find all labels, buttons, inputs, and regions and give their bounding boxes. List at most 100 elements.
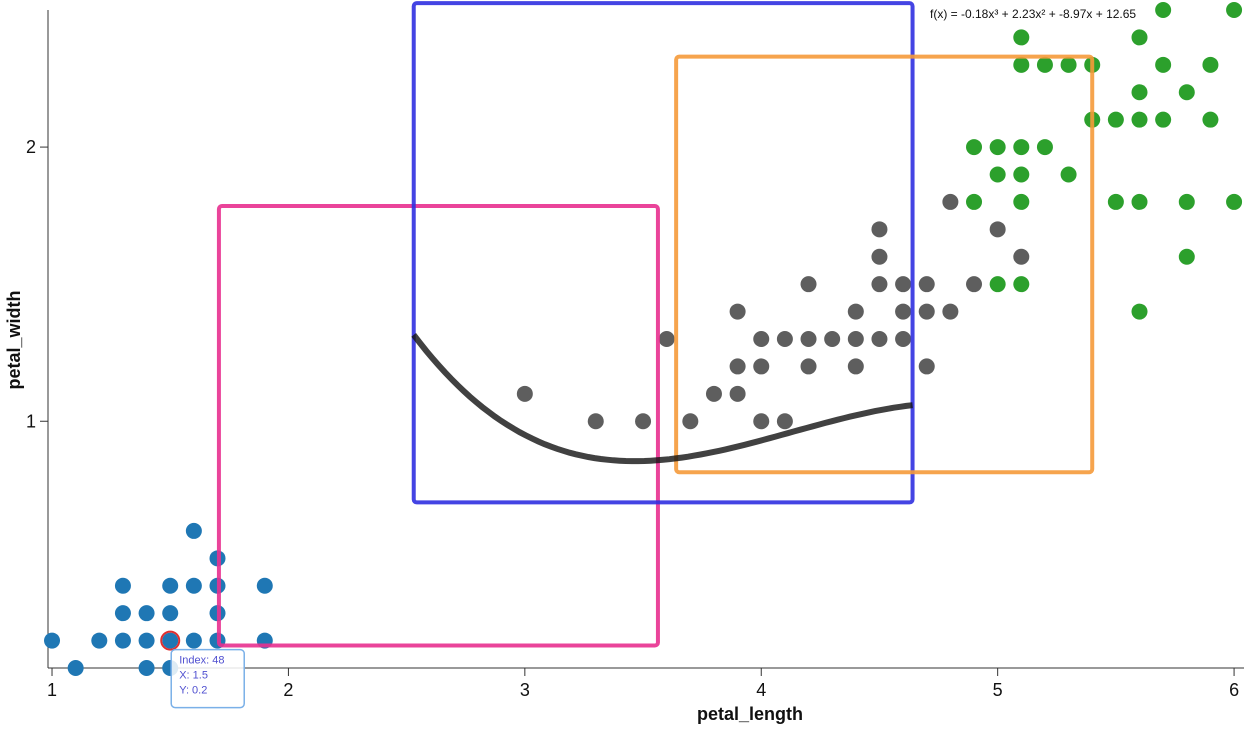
tooltip-box	[170, 648, 245, 709]
point	[1202, 111, 1219, 128]
point	[1013, 166, 1030, 183]
point	[753, 413, 770, 430]
point	[138, 660, 155, 676]
point	[871, 221, 888, 238]
point	[44, 632, 61, 649]
x-axis-label: petal_length	[697, 704, 803, 724]
point	[847, 303, 864, 320]
point	[91, 632, 108, 649]
point	[847, 331, 864, 347]
point	[1155, 111, 1172, 128]
point	[871, 276, 888, 293]
point	[776, 331, 793, 347]
selection-box	[411, 1, 915, 505]
point	[729, 358, 746, 375]
point	[1178, 84, 1195, 101]
point	[1013, 56, 1030, 73]
point	[256, 577, 273, 594]
point	[1155, 56, 1172, 73]
point	[800, 276, 817, 293]
point	[776, 413, 793, 430]
point	[942, 193, 959, 210]
point	[185, 577, 202, 594]
tooltip-text: Y: 0.2	[179, 685, 207, 697]
point	[1155, 2, 1172, 18]
point	[1013, 29, 1030, 46]
point	[1226, 193, 1243, 210]
point	[871, 248, 888, 265]
point	[753, 358, 770, 375]
y-tick-label: 1	[26, 411, 36, 431]
point	[989, 276, 1006, 293]
point	[966, 276, 983, 293]
x-tick-label: 6	[1229, 680, 1239, 700]
point	[966, 193, 983, 210]
point	[753, 331, 770, 347]
point	[1060, 166, 1077, 183]
point	[824, 331, 841, 347]
point	[1178, 193, 1195, 210]
point	[989, 139, 1006, 156]
point	[635, 413, 652, 430]
point	[67, 660, 84, 676]
point	[1013, 276, 1030, 293]
y-tick-label: 2	[26, 137, 36, 157]
point	[1060, 56, 1077, 73]
point	[800, 358, 817, 375]
point	[705, 385, 722, 402]
tooltip-text: Index: 48	[179, 655, 224, 667]
point	[1013, 139, 1030, 156]
point	[1107, 111, 1124, 128]
point	[1131, 193, 1148, 210]
point	[162, 605, 179, 622]
point	[1036, 139, 1053, 156]
point	[587, 413, 604, 430]
point	[895, 303, 912, 320]
point	[682, 413, 699, 430]
point	[918, 303, 935, 320]
point	[162, 632, 179, 649]
point	[989, 166, 1006, 183]
point	[114, 632, 131, 649]
point	[847, 358, 864, 375]
point	[895, 276, 912, 293]
point	[1131, 84, 1148, 101]
point	[1131, 111, 1148, 128]
point	[516, 385, 533, 402]
point	[1178, 248, 1195, 265]
point	[114, 577, 131, 594]
fit-curve	[411, 333, 913, 465]
x-tick-label: 1	[47, 680, 57, 700]
selection-box	[674, 54, 1095, 475]
point	[729, 385, 746, 402]
point	[918, 276, 935, 293]
tooltip-text: X: 1.5	[179, 670, 208, 682]
point	[895, 331, 912, 347]
y-axis-label: petal_width	[4, 290, 24, 389]
x-tick-label: 4	[756, 680, 766, 700]
point	[1013, 193, 1030, 210]
point	[185, 632, 202, 649]
point	[658, 331, 675, 347]
point	[729, 303, 746, 320]
point	[989, 221, 1006, 238]
point	[966, 139, 983, 156]
point	[1131, 29, 1148, 46]
point	[1202, 56, 1219, 73]
point	[1036, 56, 1053, 73]
point	[185, 522, 202, 539]
point	[1107, 193, 1124, 210]
point	[1226, 2, 1243, 18]
fit-label: f(x) = -0.18x³ + 2.23x² + -8.97x + 12.65	[930, 7, 1136, 21]
point	[800, 331, 817, 347]
point	[1131, 303, 1148, 320]
point	[162, 577, 179, 594]
point	[1013, 248, 1030, 265]
point	[138, 605, 155, 622]
point	[114, 605, 131, 622]
point	[942, 303, 959, 320]
point	[918, 358, 935, 375]
point	[871, 331, 888, 347]
x-tick-label: 3	[520, 680, 530, 700]
